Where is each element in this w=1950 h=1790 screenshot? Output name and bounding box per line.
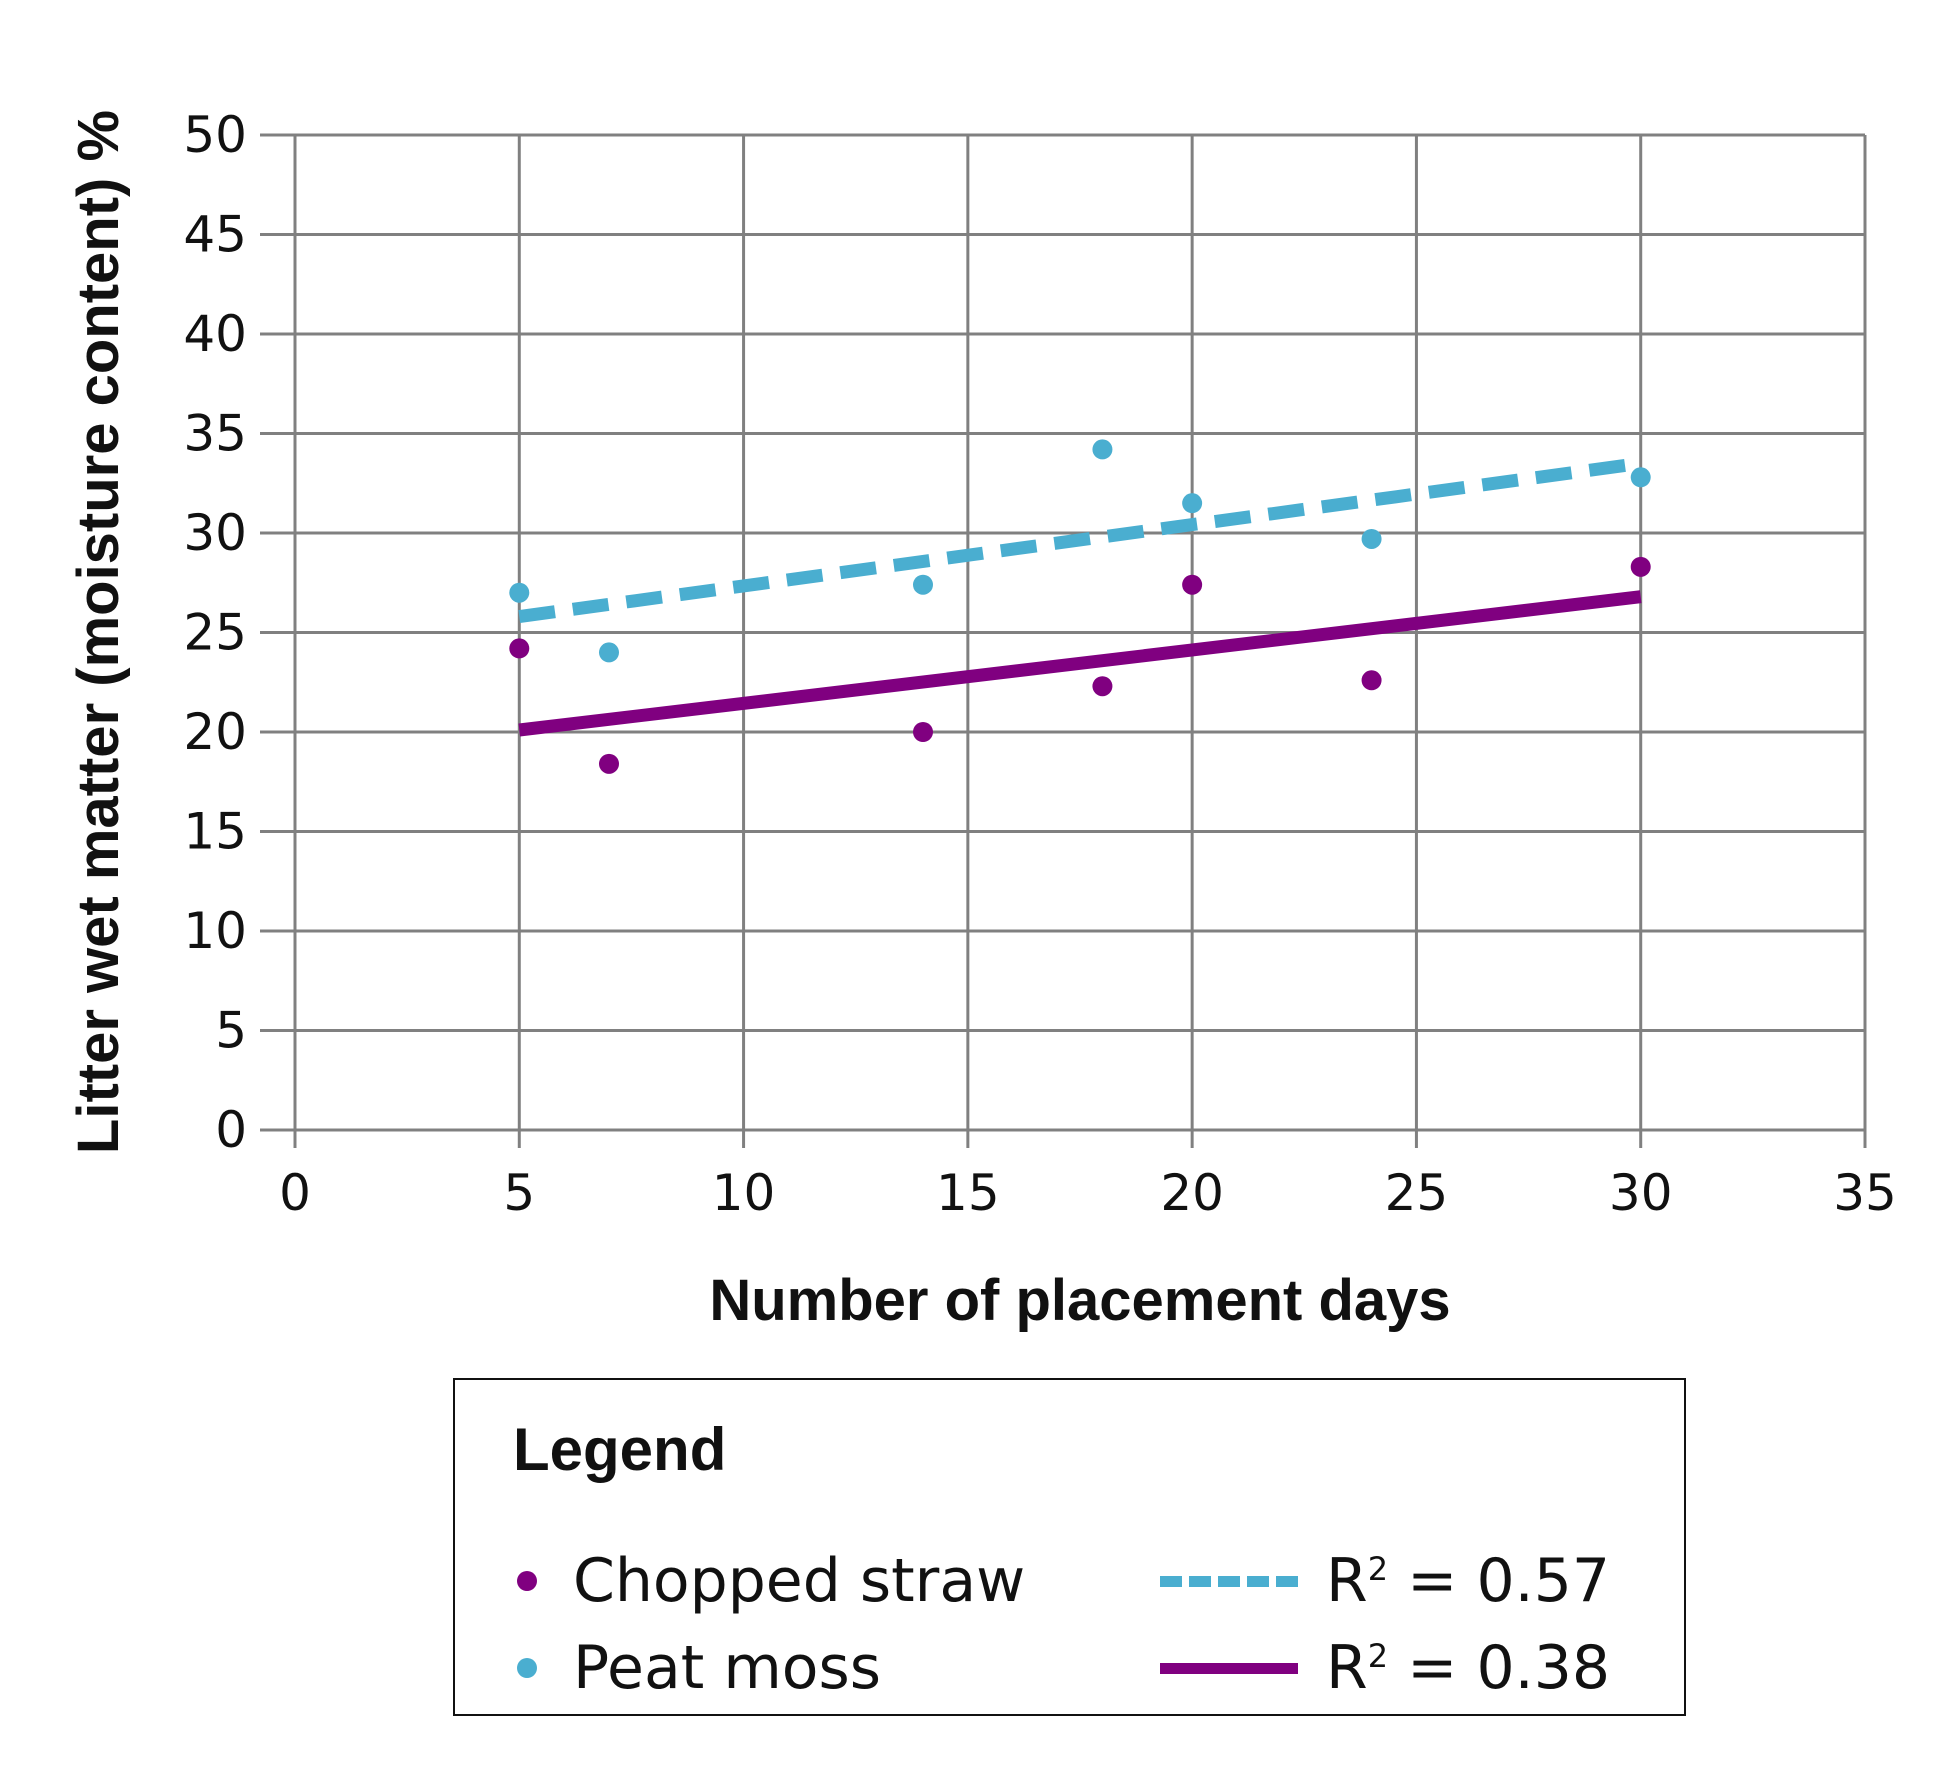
chopped-straw-marker-icon [517,1571,537,1591]
x-tick-label: 25 [1385,1164,1449,1222]
legend-item-peat-moss: Peat moss [517,1633,881,1703]
legend-item-chopped-straw: Chopped straw [517,1546,1025,1616]
point-peat-moss [1182,493,1203,514]
y-tick-label: 50 [183,106,247,164]
trendline-solid [518,590,1642,737]
legend-label-r2-straw: R2 = 0.38 [1326,1633,1611,1703]
x-tick-label: 15 [936,1164,1000,1222]
grid [260,133,1867,1148]
x-tick-label: 10 [712,1164,776,1222]
point-peat-moss [913,574,933,595]
point-chopped-straw [1361,670,1382,691]
point-peat-moss [599,642,619,663]
legend-label-peat-moss: Peat moss [573,1633,881,1703]
y-tick-label: 5 [215,1002,247,1060]
point-chopped-straw [1630,556,1651,577]
y-tick-label: 20 [183,703,247,761]
point-chopped-straw [509,638,530,659]
y-tick-label: 0 [215,1101,247,1159]
point-peat-moss [1361,528,1382,549]
x-tick-label: 0 [279,1164,311,1222]
dashed-trendline-icon [1160,1575,1298,1587]
y-tick-label: 30 [183,504,247,562]
x-tick-label: 20 [1160,1164,1224,1222]
point-chopped-straw [1182,574,1203,595]
y-tick-label: 15 [183,803,247,861]
y-axis-title: Litter wet matter (moisture content) % [66,110,131,1154]
y-tick-label: 25 [183,604,247,662]
point-peat-moss [1092,439,1113,460]
x-tick-label: 30 [1609,1164,1673,1222]
trendline-dashed [518,456,1642,624]
x-tick-label: 5 [503,1164,535,1222]
y-tick-label: 10 [183,902,247,960]
point-peat-moss [1630,467,1651,488]
x-axis-title: Number of placement days [709,1268,1450,1333]
y-tick-label: 35 [183,405,247,463]
x-tick-label: 35 [1833,1164,1897,1222]
solid-trendline-icon [1160,1662,1298,1674]
legend-item-trend-peat: R2 = 0.57 [1160,1546,1610,1616]
y-tick-label: 40 [183,305,247,363]
y-tick-label: 45 [183,206,247,264]
tick-labels: 0 5 10 15 20 25 30 35 0 5 10 15 20 25 30 35 40 45 50 [183,106,1896,1222]
legend-item-trend-straw: R2 = 0.38 [1160,1633,1610,1703]
trendlines [518,456,1642,737]
point-chopped-straw [599,753,619,774]
legend: Legend Chopped straw Peat moss R2 = 0.57… [453,1378,1686,1716]
point-chopped-straw [913,722,933,742]
point-chopped-straw [1092,676,1113,697]
legend-title: Legend [513,1416,727,1483]
legend-label-r2-peat: R2 = 0.57 [1326,1546,1611,1616]
point-peat-moss [509,582,530,603]
data-points [509,439,1651,774]
peat-moss-marker-icon [517,1658,537,1678]
legend-label-chopped-straw: Chopped straw [573,1546,1026,1616]
